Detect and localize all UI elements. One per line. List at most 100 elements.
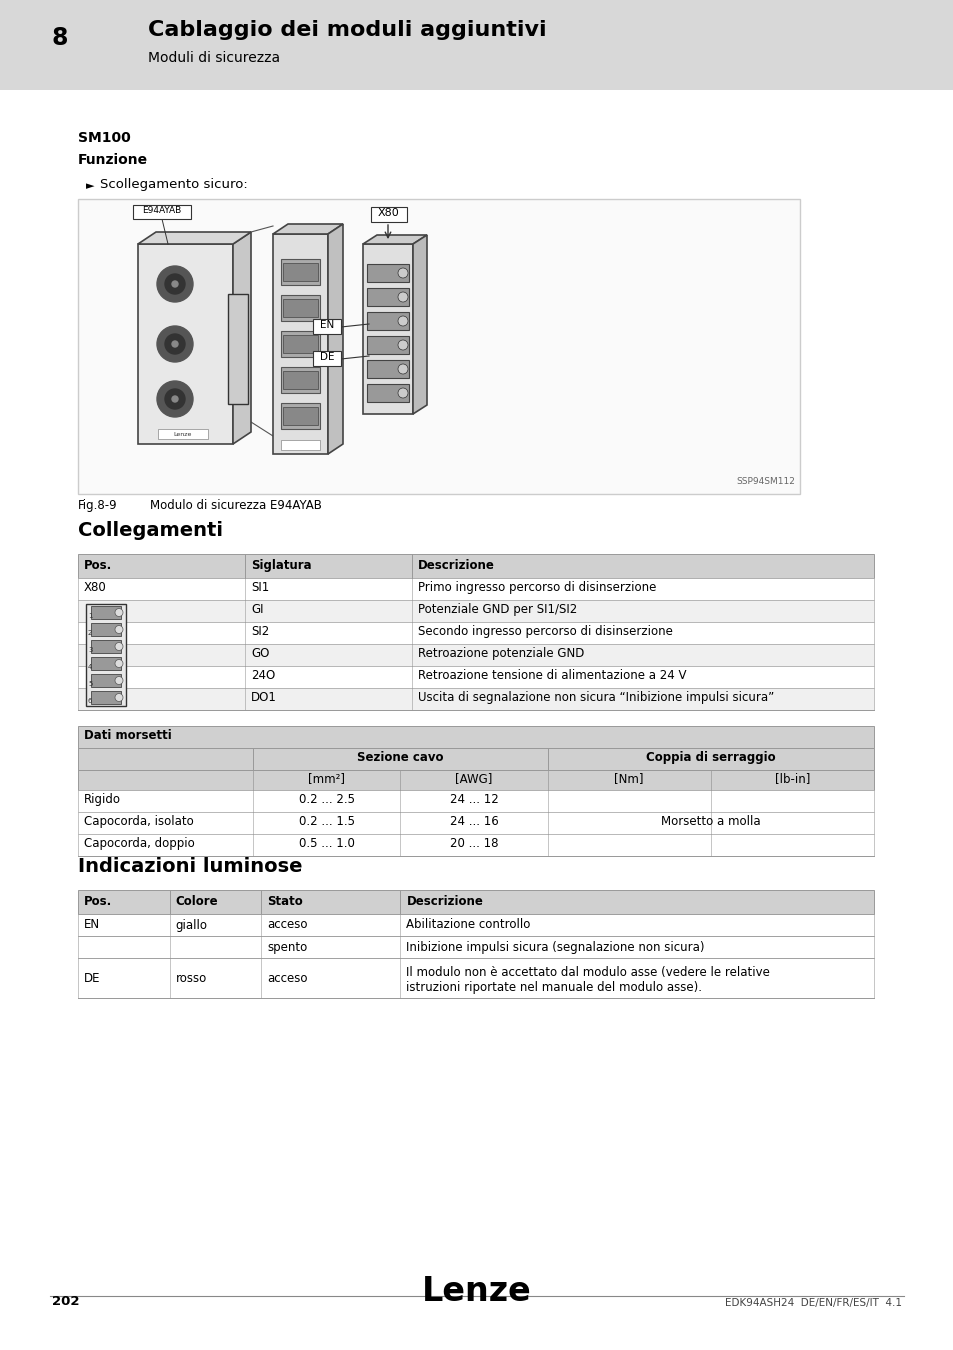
- Text: Colore: Colore: [175, 895, 218, 909]
- Text: Stato: Stato: [267, 895, 302, 909]
- Bar: [86, 603, 126, 706]
- Polygon shape: [413, 235, 427, 414]
- Bar: [91, 691, 121, 703]
- Text: SSP94SM112: SSP94SM112: [736, 477, 794, 486]
- Bar: [283, 298, 317, 317]
- Text: Abilitazione controllo: Abilitazione controllo: [406, 918, 530, 932]
- Bar: [78, 914, 873, 936]
- Text: 6: 6: [88, 698, 92, 703]
- Bar: [91, 674, 121, 687]
- Bar: [367, 383, 409, 402]
- Circle shape: [115, 609, 123, 617]
- Text: EN: EN: [319, 320, 334, 329]
- Bar: [132, 205, 191, 219]
- Bar: [91, 640, 121, 653]
- Circle shape: [165, 333, 185, 354]
- Circle shape: [157, 325, 193, 362]
- Bar: [367, 312, 409, 329]
- Circle shape: [172, 342, 178, 347]
- Bar: [78, 644, 873, 666]
- Bar: [367, 360, 409, 378]
- Bar: [91, 622, 121, 636]
- Circle shape: [157, 266, 193, 302]
- Text: Descrizione: Descrizione: [417, 559, 495, 572]
- Text: Uscita di segnalazione non sicura “Inibizione impulsi sicura”: Uscita di segnalazione non sicura “Inibi…: [417, 691, 774, 703]
- Text: Scollegamento sicuro:: Scollegamento sicuro:: [100, 178, 248, 190]
- Bar: [281, 331, 319, 356]
- Text: giallo: giallo: [175, 918, 208, 932]
- Text: GO: GO: [251, 647, 270, 660]
- Bar: [78, 890, 873, 914]
- Text: spento: spento: [267, 941, 307, 953]
- Text: Cablaggio dei moduli aggiuntivi: Cablaggio dei moduli aggiuntivi: [148, 20, 546, 40]
- Text: 0.2 ... 2.5: 0.2 ... 2.5: [298, 792, 355, 806]
- Bar: [367, 288, 409, 306]
- Bar: [0, 0, 953, 90]
- Text: [mm²]: [mm²]: [308, 772, 345, 784]
- Bar: [78, 811, 873, 834]
- Bar: [91, 606, 121, 620]
- Circle shape: [397, 316, 408, 325]
- Text: Capocorda, doppio: Capocorda, doppio: [84, 837, 194, 850]
- Text: 5: 5: [88, 680, 92, 687]
- Bar: [273, 234, 328, 454]
- Bar: [78, 936, 873, 958]
- Text: Collegamenti: Collegamenti: [78, 521, 223, 540]
- Text: Coppia di serraggio: Coppia di serraggio: [645, 751, 775, 764]
- Bar: [371, 207, 407, 221]
- Text: EN: EN: [84, 918, 100, 932]
- Bar: [78, 726, 873, 748]
- Polygon shape: [138, 232, 251, 244]
- Text: 24 ... 16: 24 ... 16: [449, 815, 497, 828]
- Circle shape: [115, 643, 123, 651]
- Circle shape: [115, 625, 123, 633]
- Text: DO1: DO1: [251, 691, 276, 703]
- Bar: [78, 769, 873, 790]
- Bar: [283, 263, 317, 281]
- Text: Lenze: Lenze: [173, 432, 192, 437]
- Text: SI1: SI1: [251, 580, 269, 594]
- Text: Retroazione potenziale GND: Retroazione potenziale GND: [417, 647, 584, 660]
- Polygon shape: [233, 232, 251, 444]
- Text: acceso: acceso: [267, 918, 307, 932]
- Circle shape: [115, 676, 123, 684]
- Bar: [91, 657, 121, 670]
- Bar: [78, 790, 873, 811]
- Text: Funzione: Funzione: [78, 153, 148, 167]
- Circle shape: [397, 340, 408, 350]
- Text: acceso: acceso: [267, 972, 307, 984]
- Polygon shape: [273, 224, 343, 234]
- Text: GI: GI: [251, 603, 263, 616]
- Text: Pos.: Pos.: [84, 895, 112, 909]
- Text: Potenziale GND per SI1/SI2: Potenziale GND per SI1/SI2: [417, 603, 577, 616]
- Bar: [78, 834, 873, 856]
- Text: [Nm]: [Nm]: [614, 772, 643, 784]
- Text: DE: DE: [84, 972, 100, 984]
- Bar: [367, 336, 409, 354]
- Circle shape: [397, 387, 408, 398]
- Bar: [313, 319, 340, 333]
- Text: Morsetto a molla: Morsetto a molla: [660, 815, 760, 828]
- Text: ►: ►: [86, 181, 94, 190]
- Text: EDK94ASH24  DE/EN/FR/ES/IT  4.1: EDK94ASH24 DE/EN/FR/ES/IT 4.1: [724, 1297, 901, 1308]
- Text: Indicazioni luminose: Indicazioni luminose: [78, 857, 302, 876]
- Text: Modulo di sicurezza E94AYAB: Modulo di sicurezza E94AYAB: [150, 500, 321, 512]
- Text: 8: 8: [52, 26, 69, 50]
- Bar: [281, 367, 319, 393]
- Text: SI2: SI2: [251, 625, 269, 639]
- Text: Fig.8-9: Fig.8-9: [78, 500, 117, 512]
- Bar: [283, 406, 317, 425]
- Text: Inibizione impulsi sicura (segnalazione non sicura): Inibizione impulsi sicura (segnalazione …: [406, 941, 704, 953]
- Text: Pos.: Pos.: [84, 559, 112, 572]
- Bar: [228, 294, 248, 404]
- Circle shape: [157, 381, 193, 417]
- Text: rosso: rosso: [175, 972, 207, 984]
- Text: Dati morsetti: Dati morsetti: [84, 729, 172, 742]
- Bar: [78, 666, 873, 688]
- Circle shape: [397, 292, 408, 302]
- Text: Siglatura: Siglatura: [251, 559, 312, 572]
- Text: 1: 1: [88, 613, 92, 620]
- Text: DE: DE: [319, 352, 334, 362]
- Text: X80: X80: [377, 208, 399, 217]
- Text: 0.2 ... 1.5: 0.2 ... 1.5: [298, 815, 355, 828]
